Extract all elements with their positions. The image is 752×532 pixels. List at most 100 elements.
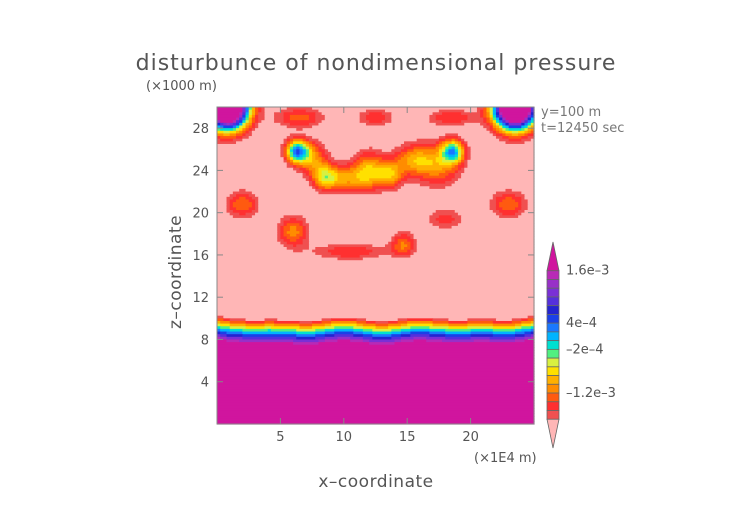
contour-cell [296,328,316,333]
contour-cell [410,241,415,245]
contour-cell [511,318,522,322]
contour-cell [299,323,313,327]
contour-cell [337,170,354,174]
contour-cell [334,247,367,251]
contour-cell [283,151,288,156]
contour-cell [362,257,535,261]
contour-cell [464,122,481,127]
contour-cell [245,117,250,121]
contour-cell [308,223,434,227]
contour-cell [505,196,513,201]
contour-cell [217,194,231,198]
contour-cell [217,143,281,148]
contour-cell [245,133,253,137]
contour-cell [318,183,323,187]
contour-field [217,107,535,425]
contour-cell [318,138,418,142]
contour-cell [457,178,535,182]
contour-cell [251,130,491,135]
contour-cell [286,231,301,235]
colorbar: 1.6e–3 4e–4 –2e–4 –1.2e–3 [546,241,616,449]
contour-cell [324,339,339,343]
contour-cell [302,170,310,174]
contour-cell [362,326,377,330]
contour-cell [220,326,231,330]
contour-cell [353,326,364,330]
contour-cell [274,120,285,124]
contour-cell [327,175,335,179]
contour-cell [321,154,329,158]
contour-cell [229,202,234,206]
contour-cell [400,244,408,248]
contour-cell [232,215,253,219]
contour-cell [429,220,440,224]
contour-cell [397,170,405,174]
contour-cell [442,151,446,156]
contour-cell [217,315,224,319]
contour-cell [521,212,535,216]
contour-cell [385,244,392,248]
contour-cell [448,318,469,322]
contour-cell [217,318,224,322]
contour-cell [248,120,253,124]
contour-cell [400,157,408,161]
contour-cell [217,138,221,142]
contour-cell [321,188,377,193]
contour-cell [293,162,301,166]
contour-cell [464,143,469,148]
contour-cell [302,239,310,243]
contour-cell [217,122,221,127]
contour-cell [315,252,332,256]
contour-cell [217,109,243,113]
contour-cell [438,225,453,230]
contour-cell [416,170,446,174]
contour-cell [508,138,522,142]
contour-cell [258,199,491,203]
contour-cell [489,336,516,341]
contour-cell [502,114,529,119]
contour-cell [248,125,253,129]
contour-cell [400,241,405,245]
contour-cell [232,204,253,208]
contour-cell [442,112,462,116]
contour-cell [324,336,339,341]
contour-cell [429,217,437,222]
contour-cell [331,162,339,166]
contour-cell [321,254,342,259]
contour-cell [236,125,240,129]
contour-cell [461,162,465,166]
contour-cell [410,331,430,335]
contour-cell [299,149,304,153]
contour-cell [220,320,231,325]
contour-cell [461,136,497,140]
contour-cell [324,114,361,119]
contour-cell [242,107,247,111]
contour-cell [318,109,367,113]
contour-cell [394,178,399,182]
contour-cell [312,320,323,325]
contour-cell [312,180,316,185]
contour-cell [432,159,437,164]
contour-cell [289,217,297,222]
contour-cell [217,112,240,116]
contour-cell [334,183,373,187]
contour-cell [264,320,275,325]
contour-cell [502,112,529,116]
contour-cell [404,183,421,187]
contour-cell [346,180,351,185]
contour-cell [378,159,399,164]
contour-cell [527,133,535,137]
contour-cell [308,122,320,127]
contour-cell [318,154,323,158]
plot-area: 5 10 15 20 4 8 12 16 20 24 28 [192,106,535,445]
contour-cell [239,120,243,124]
contour-cell [223,125,234,129]
contour-cell [302,220,307,224]
contour-cell [464,159,469,164]
contour-cell [353,170,361,174]
contour-cell [334,170,339,174]
contour-cell [489,207,497,211]
contour-cell [527,315,535,319]
contour-cell [429,117,437,121]
contour-cell [305,154,310,158]
